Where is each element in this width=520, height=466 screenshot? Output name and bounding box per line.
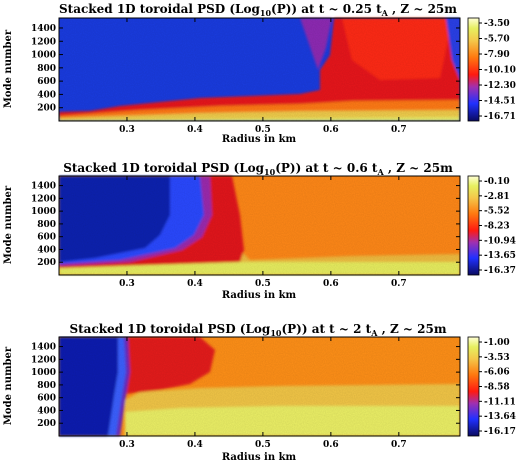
x-tick-label: 0.6 [323,125,339,135]
colorbar-label: -3.53 [484,353,510,363]
colorbar-label: -16.71 [484,112,516,122]
colorbar-label: -11.11 [484,397,516,407]
y-tick-label: 1200 [31,37,56,47]
panel-3-ylabel: Mode number [3,346,14,425]
y-tick-label: 200 [37,104,56,114]
panel-3-title: Stacked 1D toroidal PSD (Log10(P)) at t … [69,322,446,338]
x-tick-label: 0.4 [187,440,203,450]
panel-3-heatmap [59,337,460,436]
y-tick-label: 1000 [31,207,56,217]
y-tick-label: 1400 [31,343,56,353]
panel-2: Stacked 1D toroidal PSD (Log10(P)) at t … [3,161,516,301]
y-tick-label: 800 [37,381,56,391]
x-tick-label: 0.6 [323,440,339,450]
panel-2-xlabel: Radius in km [222,290,297,301]
y-tick-label: 600 [37,233,56,243]
x-tick-label: 0.4 [187,125,203,135]
x-tick-label: 0.6 [323,279,339,289]
x-tick-label: 0.3 [119,125,135,135]
panel-1: Stacked 1D toroidal PSD (Log10(P)) at t … [3,2,516,145]
y-tick-label: 1200 [31,355,56,365]
y-tick-label: 1000 [31,368,56,378]
panel-2-heatmap [59,176,460,275]
panel-1-title: Stacked 1D toroidal PSD (Log10(P)) at t … [59,2,457,18]
colorbar-label: -1.00 [484,338,510,348]
x-tick-label: 0.3 [119,279,135,289]
colorbar-label: -13.65 [484,251,516,261]
y-tick-label: 1000 [31,51,56,61]
panel-1-y-axis: 200 400 600 800 1000 1200 1400 [31,24,460,114]
colorbar-label: -3.50 [484,19,510,29]
panel-2-y-axis: 200 400 600 800 1000 1200 1400 [31,182,460,268]
y-tick-label: 1400 [31,24,56,34]
colorbar-label: -8.58 [484,383,510,393]
y-tick-label: 600 [37,394,56,404]
panel-3-colorbar-labels: -1.00 -3.53 -6.06 -8.58 -11.11 -13.64 -16.17 [479,338,516,437]
panel-1-xlabel: Radius in km [222,134,297,145]
colorbar-label: -5.52 [484,207,510,217]
colorbar-label: -10.10 [484,66,516,76]
panel-1-plot-frame [58,17,461,122]
panel-1-ylabel: Mode number [3,29,14,108]
colorbar-label: -2.81 [484,192,510,202]
panel-3-y-axis: 200 400 600 800 1000 1200 1400 [31,343,460,429]
colorbar-label: -13.64 [484,412,516,422]
panel-3: Stacked 1D toroidal PSD (Log10(P)) at t … [3,322,516,463]
panel-3-x-axis: 0.3 0.4 0.5 0.6 0.7 [119,337,407,450]
y-tick-label: 1200 [31,194,56,204]
y-tick-label: 800 [37,220,56,230]
y-tick-label: 600 [37,77,56,87]
colorbar-label: -7.90 [484,50,510,60]
colorbar-label: -6.06 [484,368,510,378]
x-tick-label: 0.5 [255,279,271,289]
colorbar-label: -10.94 [484,236,516,246]
colorbar-label: -14.51 [484,97,516,107]
y-tick-label: 200 [37,419,56,429]
x-tick-label: 0.7 [391,279,407,289]
x-tick-label: 0.5 [255,440,271,450]
panel-2-plot-frame [58,175,461,276]
colorbar-label: -16.17 [484,427,516,437]
x-tick-label: 0.5 [255,125,271,135]
panel-2-colorbar-labels: -0.10 -2.81 -5.52 -8.23 -10.94 -13.65 -16.37 [479,177,516,276]
panel-1-x-axis: 0.3 0.4 0.5 0.6 0.7 [119,18,407,135]
panel-1-heatmap [59,18,460,121]
panel-2-colorbar [467,175,480,276]
panel-2-title: Stacked 1D toroidal PSD (Log10(P)) at t … [63,161,453,177]
colorbar-label: -5.70 [484,35,510,45]
panel-3-plot-frame [58,336,461,437]
panel-3-colorbar [467,336,480,437]
colorbar-label: -16.37 [484,266,516,276]
x-tick-label: 0.4 [187,279,203,289]
y-tick-label: 800 [37,64,56,74]
colorbar-label: -0.10 [484,177,510,187]
y-tick-label: 400 [37,90,56,100]
x-tick-label: 0.7 [391,125,407,135]
colorbar-label: -12.30 [484,81,516,91]
panel-1-colorbar [467,17,480,122]
x-tick-label: 0.7 [391,440,407,450]
x-tick-label: 0.3 [119,440,135,450]
colorbar-label: -8.23 [484,222,510,232]
y-tick-label: 1400 [31,182,56,192]
panel-2-ylabel: Mode number [3,185,14,264]
y-tick-label: 200 [37,258,56,268]
y-tick-label: 400 [37,245,56,255]
y-tick-label: 400 [37,406,56,416]
panel-2-x-axis: 0.3 0.4 0.5 0.6 0.7 [119,176,407,289]
panel-3-xlabel: Radius in km [222,452,297,463]
panel-1-colorbar-labels: -3.50 -5.70 -7.90 -10.10 -12.30 -14.51 -16.71 [479,19,516,122]
